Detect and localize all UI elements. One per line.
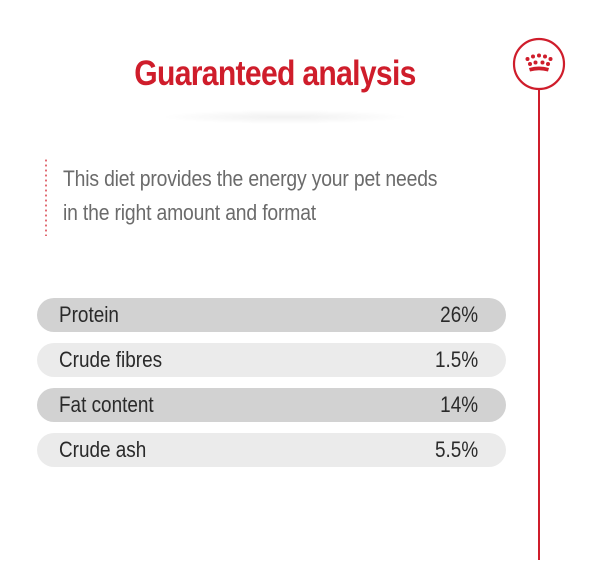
intro-line-2: in the right amount and format xyxy=(63,200,316,225)
table-row: Crude ash 5.5% xyxy=(37,433,506,467)
row-value: 1.5% xyxy=(434,347,478,372)
row-value: 5.5% xyxy=(434,437,478,462)
title-shadow xyxy=(160,110,410,124)
intro-text: This diet provides the energy your pet n… xyxy=(63,162,450,230)
page-title: Guaranteed analysis xyxy=(134,54,416,93)
brand-vertical-line xyxy=(538,90,540,560)
crown-icon xyxy=(511,36,567,92)
row-label: Protein xyxy=(59,302,119,327)
intro-line-1: This diet provides the energy your pet n… xyxy=(63,166,438,191)
table-row: Protein 26% xyxy=(37,298,506,332)
table-row: Crude fibres 1.5% xyxy=(37,343,506,377)
dotted-accent-line xyxy=(45,158,47,236)
row-value: 14% xyxy=(440,392,478,417)
row-label: Crude ash xyxy=(59,437,147,462)
row-label: Fat content xyxy=(59,392,154,417)
table-row: Fat content 14% xyxy=(37,388,506,422)
row-label: Crude fibres xyxy=(59,347,163,372)
analysis-table: Protein 26% Crude fibres 1.5% Fat conten… xyxy=(37,298,506,478)
row-value: 26% xyxy=(440,302,478,327)
